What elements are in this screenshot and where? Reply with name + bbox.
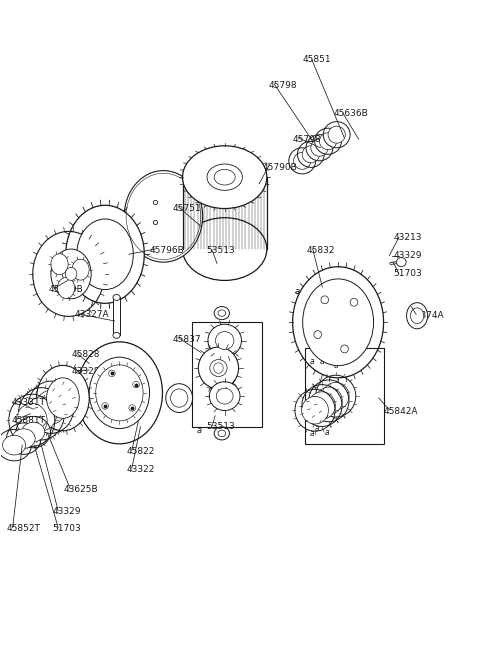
Text: 45636B: 45636B	[333, 109, 368, 118]
Ellipse shape	[170, 389, 188, 407]
Ellipse shape	[216, 388, 233, 404]
Ellipse shape	[214, 307, 229, 320]
Ellipse shape	[36, 390, 66, 424]
Ellipse shape	[218, 310, 226, 316]
Ellipse shape	[311, 140, 328, 157]
Ellipse shape	[328, 126, 345, 143]
Bar	[113, 297, 120, 335]
Text: 45881T: 45881T	[11, 416, 45, 425]
Ellipse shape	[410, 308, 424, 324]
Ellipse shape	[26, 397, 57, 431]
Ellipse shape	[66, 205, 144, 303]
Ellipse shape	[208, 324, 241, 357]
Text: a: a	[295, 287, 300, 296]
Text: 45790B: 45790B	[263, 163, 298, 172]
Ellipse shape	[182, 146, 267, 208]
Text: a: a	[314, 424, 319, 434]
Text: 51703: 51703	[52, 524, 81, 533]
Text: 45832: 45832	[307, 246, 336, 255]
Ellipse shape	[301, 396, 328, 424]
Text: 43331T: 43331T	[11, 398, 45, 407]
Text: 45837: 45837	[173, 335, 202, 344]
Text: 45842A: 45842A	[384, 407, 418, 416]
Ellipse shape	[16, 403, 47, 438]
Ellipse shape	[2, 436, 25, 455]
Text: 43329: 43329	[393, 251, 421, 260]
Ellipse shape	[302, 146, 320, 163]
Text: 43213: 43213	[393, 233, 421, 242]
Text: 43322: 43322	[126, 465, 155, 474]
Ellipse shape	[209, 382, 240, 411]
Text: 43329: 43329	[52, 508, 81, 516]
Ellipse shape	[218, 430, 226, 437]
Ellipse shape	[294, 153, 311, 170]
Ellipse shape	[77, 219, 133, 290]
Text: 45852T: 45852T	[6, 524, 40, 533]
Ellipse shape	[396, 257, 406, 267]
Ellipse shape	[198, 347, 239, 389]
Ellipse shape	[315, 387, 342, 415]
Ellipse shape	[76, 342, 162, 444]
Ellipse shape	[58, 278, 75, 299]
Ellipse shape	[214, 427, 229, 440]
Text: 45751: 45751	[173, 204, 202, 213]
Text: 51703: 51703	[393, 269, 422, 278]
Ellipse shape	[216, 331, 234, 350]
Ellipse shape	[65, 267, 77, 280]
Text: 45874A: 45874A	[410, 311, 444, 320]
Ellipse shape	[89, 357, 150, 428]
Text: 43625B: 43625B	[64, 485, 98, 494]
Text: 45760B: 45760B	[48, 285, 84, 294]
Text: a: a	[310, 357, 314, 366]
Ellipse shape	[293, 267, 384, 378]
Text: a: a	[310, 429, 314, 438]
Text: 53513: 53513	[206, 246, 235, 255]
Text: 43327A: 43327A	[75, 310, 109, 319]
Text: 45851: 45851	[302, 55, 331, 64]
Ellipse shape	[320, 133, 336, 150]
Text: a: a	[325, 428, 329, 437]
Text: 45822: 45822	[126, 447, 155, 456]
Ellipse shape	[51, 249, 91, 299]
Ellipse shape	[210, 360, 227, 377]
Ellipse shape	[323, 383, 349, 410]
Ellipse shape	[303, 279, 373, 365]
Ellipse shape	[12, 429, 35, 449]
Ellipse shape	[36, 365, 89, 431]
Text: 45798: 45798	[293, 135, 321, 143]
Text: 45828: 45828	[72, 350, 100, 360]
Ellipse shape	[166, 384, 192, 413]
Ellipse shape	[72, 259, 89, 280]
Text: a: a	[197, 426, 202, 436]
Text: 45798: 45798	[269, 81, 297, 90]
Ellipse shape	[22, 422, 45, 442]
Text: a: a	[334, 361, 338, 370]
Ellipse shape	[51, 253, 68, 274]
Ellipse shape	[407, 303, 428, 329]
Text: 43328: 43328	[72, 367, 100, 377]
Text: 45796B: 45796B	[149, 246, 184, 255]
Bar	[192, 322, 262, 427]
Ellipse shape	[113, 295, 120, 301]
Bar	[305, 348, 384, 444]
Ellipse shape	[47, 378, 79, 419]
Ellipse shape	[207, 164, 242, 191]
Ellipse shape	[124, 171, 203, 262]
Ellipse shape	[309, 392, 336, 419]
Ellipse shape	[113, 332, 120, 338]
Text: 53513: 53513	[206, 422, 235, 432]
Text: a: a	[320, 357, 324, 366]
